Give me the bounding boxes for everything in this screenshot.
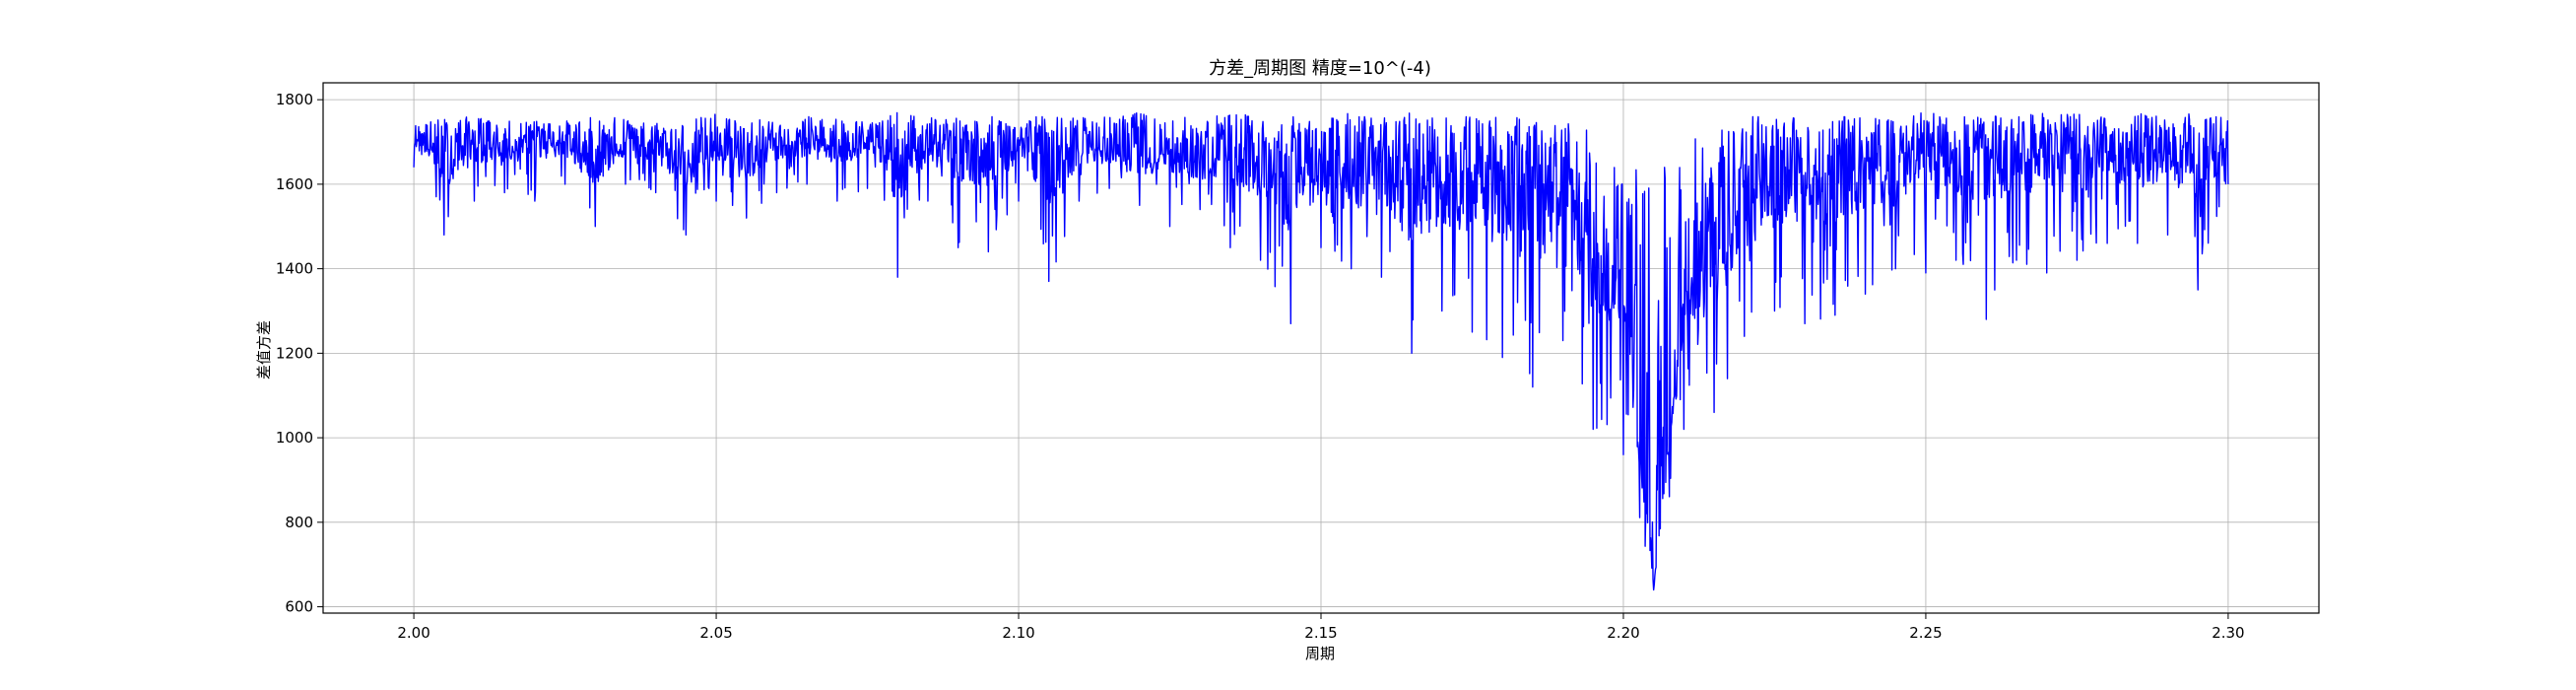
series-layer (413, 111, 2229, 591)
x-tick-label: 2.25 (1909, 624, 1942, 642)
y-tick-label: 1200 (276, 344, 313, 362)
y-tick-label: 1000 (276, 429, 313, 447)
y-tick-label: 800 (285, 514, 313, 531)
y-tick-label: 600 (285, 598, 313, 616)
y-tick-label: 1400 (276, 260, 313, 278)
y-axis-label: 差值方差 (255, 320, 273, 380)
x-tick-label: 2.30 (2212, 624, 2244, 642)
y-tick-label: 1800 (276, 91, 313, 108)
x-axis-label: 周期 (1305, 645, 1335, 662)
x-tick-label: 2.15 (1304, 624, 1337, 642)
chart-title: 方差_周期图 精度=10^(-4) (1209, 58, 1431, 79)
y-tick-label: 1600 (276, 175, 313, 193)
series-line (413, 111, 2229, 591)
x-tick-label: 2.10 (1002, 624, 1034, 642)
x-tick-label: 2.00 (397, 624, 429, 642)
x-tick-label: 2.05 (699, 624, 732, 642)
x-tick-label: 2.20 (1607, 624, 1639, 642)
ticks: 2.00 2.05 2.10 2.15 2.20 2.25 2.30 600 800 1000 12… (276, 91, 2245, 642)
